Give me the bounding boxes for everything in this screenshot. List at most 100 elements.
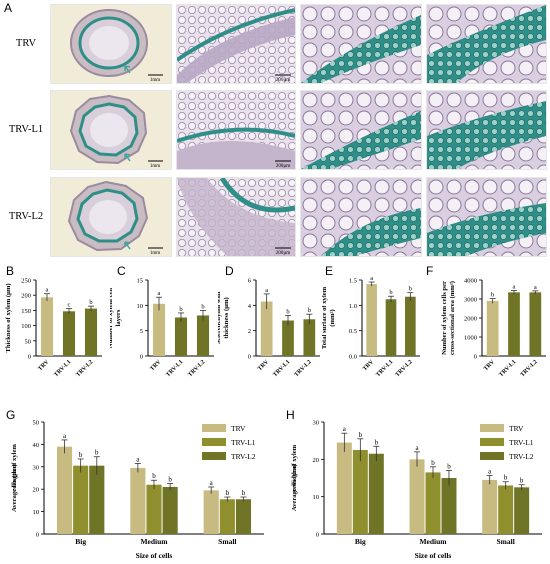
significance-letter: b (308, 307, 311, 314)
panel-label-h: H (286, 408, 295, 422)
legend-swatch (480, 452, 504, 460)
bar (441, 478, 457, 534)
bar (260, 301, 273, 356)
y-tick-label: 1000 (464, 335, 477, 342)
x-tick-label: Medium (140, 537, 168, 546)
y-tick-label: 40 (33, 442, 40, 449)
bar (62, 311, 76, 356)
significance-letter: b (491, 292, 494, 299)
y-axis-label: cross-sectional area (mm²) (449, 281, 456, 355)
legend-label: TRV-L2 (231, 452, 256, 461)
y-tick-label: 4000 (464, 278, 477, 285)
y-axis-label: cells (μm) (11, 464, 18, 491)
y-tick-label: 15 (137, 278, 144, 285)
bar (303, 319, 316, 356)
panel-label-c: C (117, 264, 126, 278)
panel-label-b: B (6, 264, 15, 278)
x-tick-label: Small (218, 537, 236, 546)
x-tick-label: Medium (419, 537, 447, 546)
significance-letter: a (415, 444, 419, 452)
bar (366, 284, 377, 356)
row-label-trv: TRV (15, 38, 37, 49)
y-axis-label: Average length of xylem (11, 444, 18, 512)
scale-bar-label: 200µm (276, 164, 290, 169)
bar (73, 465, 89, 534)
x-tick-label: TRV (483, 359, 497, 373)
x-tick-label: TRV-L1 (498, 359, 517, 378)
y-tick-label: 100 (21, 323, 31, 330)
y-tick-label: 2000 (464, 316, 477, 323)
x-tick-label: TRV-L1 (165, 359, 184, 378)
bar (146, 484, 162, 534)
y-tick-label: 10 (137, 303, 144, 310)
row-label-trv-l1: TRV-L1 (8, 124, 44, 135)
x-tick-label: Small (496, 537, 514, 546)
bar (235, 499, 252, 534)
y-tick-label: 5 (140, 328, 143, 335)
y-tick-label: 20 (33, 487, 40, 494)
legend-swatch (480, 424, 504, 432)
significance-letter: b (95, 449, 99, 457)
y-tick-label: 0 (28, 354, 31, 361)
x-tick-label: Big (75, 537, 86, 546)
y-tick-label: 50 (33, 420, 40, 427)
bar (425, 472, 441, 534)
x-tick-label: TRV-L2 (395, 359, 414, 378)
y-axis-label: Sclerenchyma wall (218, 291, 222, 344)
y-tick-label: 20 (313, 457, 320, 464)
legend-swatch (202, 424, 226, 432)
legend-swatch (202, 452, 226, 460)
y-axis-label: Thickness of xylem (μm) (5, 283, 12, 352)
y-tick-label: 0 (474, 354, 477, 361)
micrograph-trv-high-mag (426, 4, 547, 84)
panel-label-a: A (4, 1, 13, 15)
scale-bar-label: 1mm (150, 251, 160, 256)
significance-letter: b (79, 451, 83, 459)
significance-letter: b (520, 477, 524, 485)
significance-letter: b (389, 289, 392, 296)
x-tick-label: TRV-L1 (272, 359, 291, 378)
y-tick-label: 1.5 (349, 278, 357, 285)
bar (368, 453, 384, 534)
y-tick-label: 1.0 (349, 303, 357, 310)
significance-letter: b (431, 459, 435, 467)
y-tick-label: 10 (313, 494, 320, 501)
significance-letter: a (136, 455, 140, 463)
x-tick-label: TRV-L1 (53, 359, 72, 378)
bar (409, 459, 425, 534)
micrograph-trv-l1-high-mag (426, 90, 547, 170)
significance-letter: a (46, 287, 49, 294)
bar (405, 296, 416, 356)
significance-letter: a (513, 283, 516, 290)
y-tick-label: 250 (21, 278, 31, 285)
y-axis-label: (mm²) (329, 309, 336, 326)
y-tick-label: 0 (36, 532, 39, 539)
micrograph-trv-l1-whole-section: 1mm (50, 90, 172, 170)
bar (152, 303, 166, 356)
significance-letter: a (265, 287, 268, 294)
significance-letter: a (488, 467, 492, 475)
significance-letter: a (158, 290, 161, 297)
legend-label: TRV-L1 (231, 438, 256, 447)
micrograph-trv-l2-low-mag: 200µm (176, 177, 296, 257)
bar (196, 315, 210, 356)
row-label-trv-l2: TRV-L2 (8, 211, 44, 222)
legend-label: TRV-L1 (509, 438, 534, 447)
x-axis-label: Size of cells (415, 551, 452, 560)
significance-letter: b (409, 286, 412, 293)
significance-letter: b (201, 303, 204, 310)
y-tick-label: 0 (248, 354, 251, 361)
chart-b-xylem-thickness: 0 50 100 150 200 250 Thickness of xylem (μm) a T… (5, 278, 102, 378)
significance-letter: b (152, 472, 156, 480)
y-axis-label: cells (μm) (291, 464, 298, 491)
significance-letter: a (343, 425, 347, 433)
chart-g-xylem-cell-length: 0 10 20 30 40 50 Average length of xylemcells … (11, 420, 264, 560)
bar (89, 465, 105, 534)
x-tick-label: TRV (257, 359, 271, 373)
bar (482, 479, 498, 534)
significance-letter: c (68, 302, 71, 309)
chart-f-xylem-cells-per-area: 0 1000 2000 3000 4000 Number of xylem cells p… (441, 278, 546, 378)
micrograph-trv-l1-mid-mag (300, 90, 422, 170)
bar (498, 485, 514, 534)
